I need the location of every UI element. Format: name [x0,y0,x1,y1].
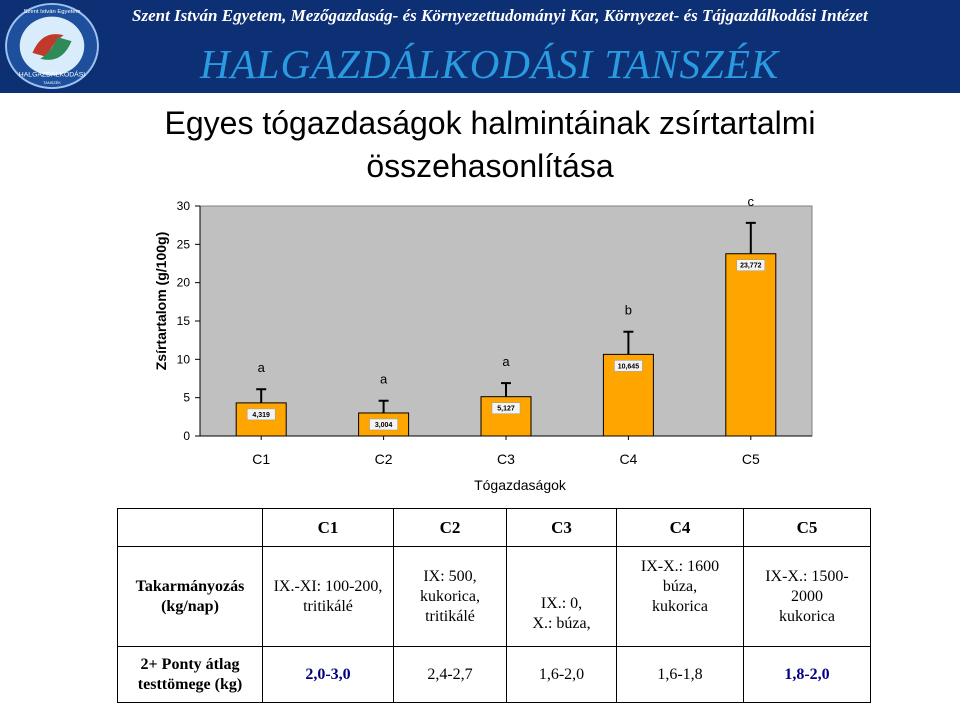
department-name: HALGAZDÁLKODÁSI TANSZÉK [200,41,780,87]
feeding-cell-c2: IX: 500, kukorica, tritikálé [393,546,507,647]
value-label: 5,127 [497,406,515,413]
feeding-line: kukorica [652,598,708,615]
header-banner: HALGAZDÁLKODÁSI Szent István Egyetem TAN… [0,0,960,93]
y-tick-label: 10 [177,352,191,366]
feeding-line: kukorica, [420,587,480,605]
table-col-header: C4 [616,508,744,547]
row-label-weight: 2+ Ponty átlag testtömege (kg) [117,646,263,703]
y-tick-label: 20 [177,276,191,290]
slide-title: Egyes tógazdaságok halmintáinak zsírtart… [164,105,816,184]
value-label-box [246,408,276,421]
y-tick-label: 30 [177,199,191,213]
table-col-header: C5 [743,508,871,547]
feeding-line: IX-X.: 1500- [765,567,849,585]
table-row-feeding: Takarmányozás (kg/nap) IX.-XI: 100-200, … [117,546,871,647]
y-tick-label: 25 [177,237,191,251]
value-label: 23,772 [740,263,762,270]
value-label-box [491,402,521,414]
x-axis-title: Tógazdaságok [474,477,567,493]
feeding-line: kukorica [779,607,835,625]
x-tick-label: C4 [619,451,637,467]
feeding-line: IX: 500, [423,567,477,585]
value-label: 10,645 [618,363,640,370]
y-tick-label: 0 [183,429,190,443]
significance-letter: a [380,372,388,387]
value-label-box [736,259,766,271]
row-label-line: 2+ Ponty átlag [140,655,240,673]
row-label-line: testtömege (kg) [137,675,243,693]
table-col-header: C2 [393,508,507,547]
logo-text: HALGAZDÁLKODÁSI [19,69,86,78]
feeding-line: IX.: 0, [540,595,583,612]
value-label: 4,319 [252,412,270,419]
table-header-row: C1 C2 C3 C4 C5 [117,508,871,547]
x-tick-label: C3 [497,451,515,467]
significance-letter: a [258,360,266,375]
weight-cell-c4: 1,6-1,8 [616,646,744,703]
bar-c3 [480,396,532,437]
y-axis-title: Zsírtartalom (g/100g) [153,232,169,370]
table-col-header: C1 [262,508,394,547]
logo-ring-text: Szent István Egyetem [24,9,81,15]
weight-cell-c3: 1,6-2,0 [506,646,617,703]
logo-bottom-text: TANSZÉK [43,80,61,85]
plot-area [199,205,813,437]
feeding-line: IX-X.: 1600 [640,558,720,575]
y-tick-label: 5 [183,391,190,405]
value-label: 3,004 [375,422,393,429]
value-label-box [369,418,398,431]
table-corner-cell [117,508,263,547]
y-tick-label: 15 [177,314,191,328]
row-label-line: Takarmányozás [135,577,245,595]
significance-letter: b [625,303,632,318]
feeding-line: tritikálé [425,607,475,625]
feeding-line: tritikálé [303,597,353,615]
row-label-line: (kg/nap) [161,597,219,615]
value-label-box [614,360,643,372]
institution-name: Szent István Egyetem, Mezőgazdaság- és K… [132,6,868,25]
significance-letter: a [502,354,510,369]
significance-letter: c [748,194,755,209]
weight-cell-c5: 1,8-2,0 [743,646,871,703]
farm-info-table: C1 C2 C3 C4 C5 Takarmányozás (kg/nap) IX… [117,508,871,703]
feeding-line: búza, [662,578,698,595]
bar-c5 [725,253,777,437]
bar-c1 [235,402,287,437]
x-tick-label: C1 [252,451,270,467]
weight-cell-c1: 2,0-3,0 [262,646,394,703]
bar-c2 [358,412,410,437]
table-col-header: C3 [506,508,617,547]
feeding-cell-c1: IX.-XI: 100-200, tritikálé [262,546,394,647]
row-label-feeding: Takarmányozás (kg/nap) [117,546,263,647]
x-tick-label: C2 [375,451,393,467]
university-logo: HALGAZDÁLKODÁSI Szent István Egyetem TAN… [5,2,99,90]
bar-c4 [602,353,654,437]
feeding-cell-c3: IX.: 0, X.: búza, [506,546,617,647]
feeding-cell-c5: IX-X.: 1500- 2000 kukorica [743,546,871,647]
x-tick-label: C5 [742,451,760,467]
feeding-line: IX.-XI: 100-200, [273,577,383,595]
weight-cell-c2: 2,4-2,7 [393,646,507,703]
table-row-weight: 2+ Ponty átlag testtömege (kg) 2,0-3,0 2… [117,646,871,703]
feeding-cell-c4: IX-X.: 1600 búza, kukorica [616,546,744,647]
feeding-line: X.: búza, [532,615,591,632]
feeding-line: 2000 [791,587,823,605]
